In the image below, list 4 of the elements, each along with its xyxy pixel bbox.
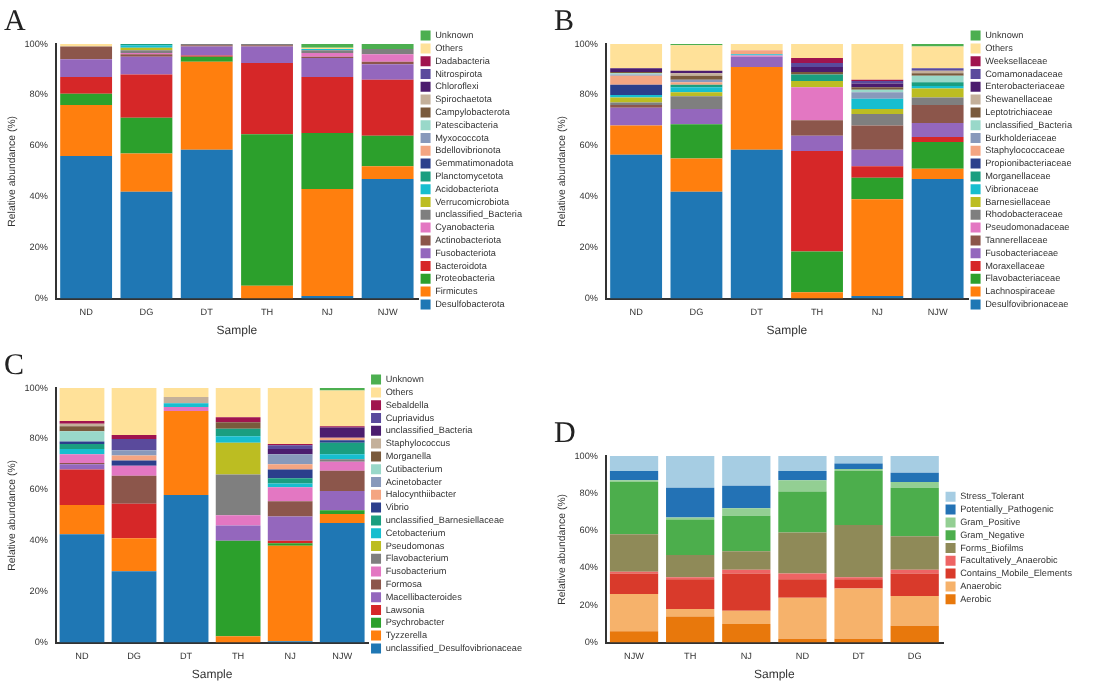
chart-title: A: [4, 5, 26, 38]
chart-title: C: [4, 349, 25, 382]
chart-title: B: [554, 5, 575, 38]
chart-title: D: [554, 417, 576, 450]
